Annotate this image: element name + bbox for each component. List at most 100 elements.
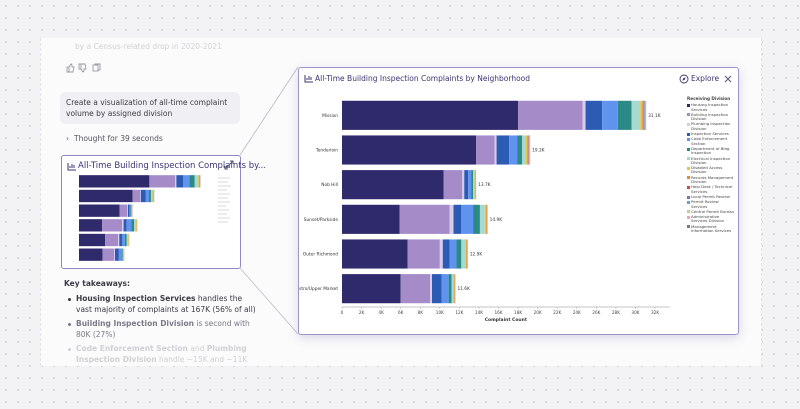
bar-segment (465, 239, 467, 269)
legend-label: Permit Review Services (691, 199, 719, 209)
category-label: Tenderloin (315, 148, 338, 154)
legend-swatch (687, 147, 690, 151)
category-label: Mission (322, 113, 338, 119)
legend-swatch (687, 210, 690, 214)
legend-item: Inspection Services (687, 131, 735, 136)
bar-segment (79, 248, 103, 261)
legend-item: Plumbing Inspection Division (687, 122, 735, 131)
legend-label: Local Permit Review (691, 193, 730, 199)
legend-item: Management Information Services (687, 223, 735, 234)
bar-segment (342, 100, 519, 130)
total-label: 19.2K (532, 148, 545, 154)
x-tick-label: 14K (475, 310, 483, 315)
bar-segment (400, 274, 431, 304)
bar-segment (140, 189, 146, 203)
bar-segment (466, 239, 468, 269)
bar-segment (342, 239, 408, 269)
legend-title: Receiving Division (687, 96, 731, 101)
bar-segment (127, 204, 130, 217)
chevron: › (66, 134, 69, 143)
explore-button[interactable]: Explore (691, 74, 720, 83)
x-tick-label: 4K (378, 310, 384, 315)
connector (239, 66, 299, 156)
bar-segment (121, 248, 123, 261)
bar-segment (129, 204, 131, 217)
bar-segment (453, 204, 462, 234)
bar-segment (79, 175, 150, 188)
chart-modal: All-Time Building Inspection Complaints … (298, 67, 739, 335)
legend-swatch (687, 103, 690, 107)
bar-segment (453, 274, 455, 304)
explore-icon (679, 74, 689, 84)
legend-label: Records Management Division (691, 174, 734, 185)
x-tick-label: 28K (612, 310, 620, 315)
x-tick-label: 32K (651, 310, 659, 315)
legend-label: Electrical Inspection Division (691, 155, 731, 165)
legend-item: Permit Review Services (687, 200, 735, 209)
legend-label: Code Enforcement Section (691, 136, 728, 146)
x-tick-label: 16K (494, 310, 502, 315)
bar-segment (509, 135, 518, 165)
bar-segment (442, 239, 450, 269)
x-tick-label: 18K (514, 310, 522, 315)
copy-icon[interactable] (92, 64, 99, 72)
bar-segment (496, 135, 510, 165)
legend-item: Disabled Access Division (687, 165, 735, 175)
bar-segment (342, 204, 400, 234)
bar-segment (199, 175, 200, 188)
bar-segment (126, 219, 132, 232)
bar-segment (476, 135, 495, 165)
legend-label: Building Inspection Division (691, 111, 729, 122)
legend-swatch (687, 225, 690, 229)
bar-segment (126, 233, 129, 247)
thumbs-down-icon[interactable] (78, 63, 87, 73)
bar-segment (118, 233, 120, 247)
bar-segment (79, 189, 133, 203)
bar-segment (456, 239, 462, 269)
category-label: Castro/Upper Market (299, 286, 338, 292)
legend-label: Department of Bldg Inspection (691, 145, 730, 156)
takeaway-bold: Code Enforcement Section (76, 344, 188, 353)
takeaways-list: Housing Inspection Services handles the … (64, 293, 256, 368)
bar-segment (461, 239, 466, 269)
bar-segment (430, 274, 432, 304)
bar-segment (114, 248, 119, 261)
legend-swatch (687, 132, 690, 136)
legend-label: Management Information Services (691, 223, 732, 234)
total-label: 31.1K (648, 113, 661, 119)
bar-segment (471, 170, 474, 200)
total-label: 14.9K (490, 217, 503, 223)
x-tick-label: 26K (592, 310, 600, 315)
bar-segment (119, 204, 128, 217)
bar-segment (527, 135, 529, 165)
thought-toggle[interactable]: › Thought for 39 seconds (66, 134, 163, 143)
expand-icon[interactable] (223, 159, 235, 171)
bar-segment (131, 204, 132, 217)
bar-segment (105, 233, 119, 247)
legend-label: Housing Inspection Services (691, 102, 729, 112)
category-label: Sunset/Parkside (304, 217, 339, 223)
legend-item: Electrical Inspection Division (687, 155, 735, 166)
bar-segment (473, 204, 480, 234)
bar-segment (585, 100, 603, 130)
legend-swatch (687, 195, 690, 199)
chart-thumbnail[interactable]: All-Time Building Inspection Complaints … (61, 155, 266, 269)
x-tick-label: 2K (359, 310, 365, 315)
legend-label: Plumbing Inspection Division (691, 121, 731, 131)
thumbs-up-icon[interactable] (66, 63, 75, 73)
bar-segment (517, 135, 522, 165)
x-tick-label: 30K (631, 310, 639, 315)
legend-item: Central Permit Bureau (687, 209, 735, 214)
bar-segment (484, 204, 487, 234)
close-button[interactable] (723, 74, 733, 84)
legend-swatch (687, 185, 690, 189)
legend-swatch (687, 176, 690, 180)
thumbnail-chart (79, 175, 231, 261)
bar-segment (79, 204, 120, 217)
takeaways-heading: Key takeaways: (64, 279, 130, 288)
bar-segment (399, 204, 450, 234)
x-tick-label: 20K (534, 310, 542, 315)
bar-segment (183, 175, 190, 188)
